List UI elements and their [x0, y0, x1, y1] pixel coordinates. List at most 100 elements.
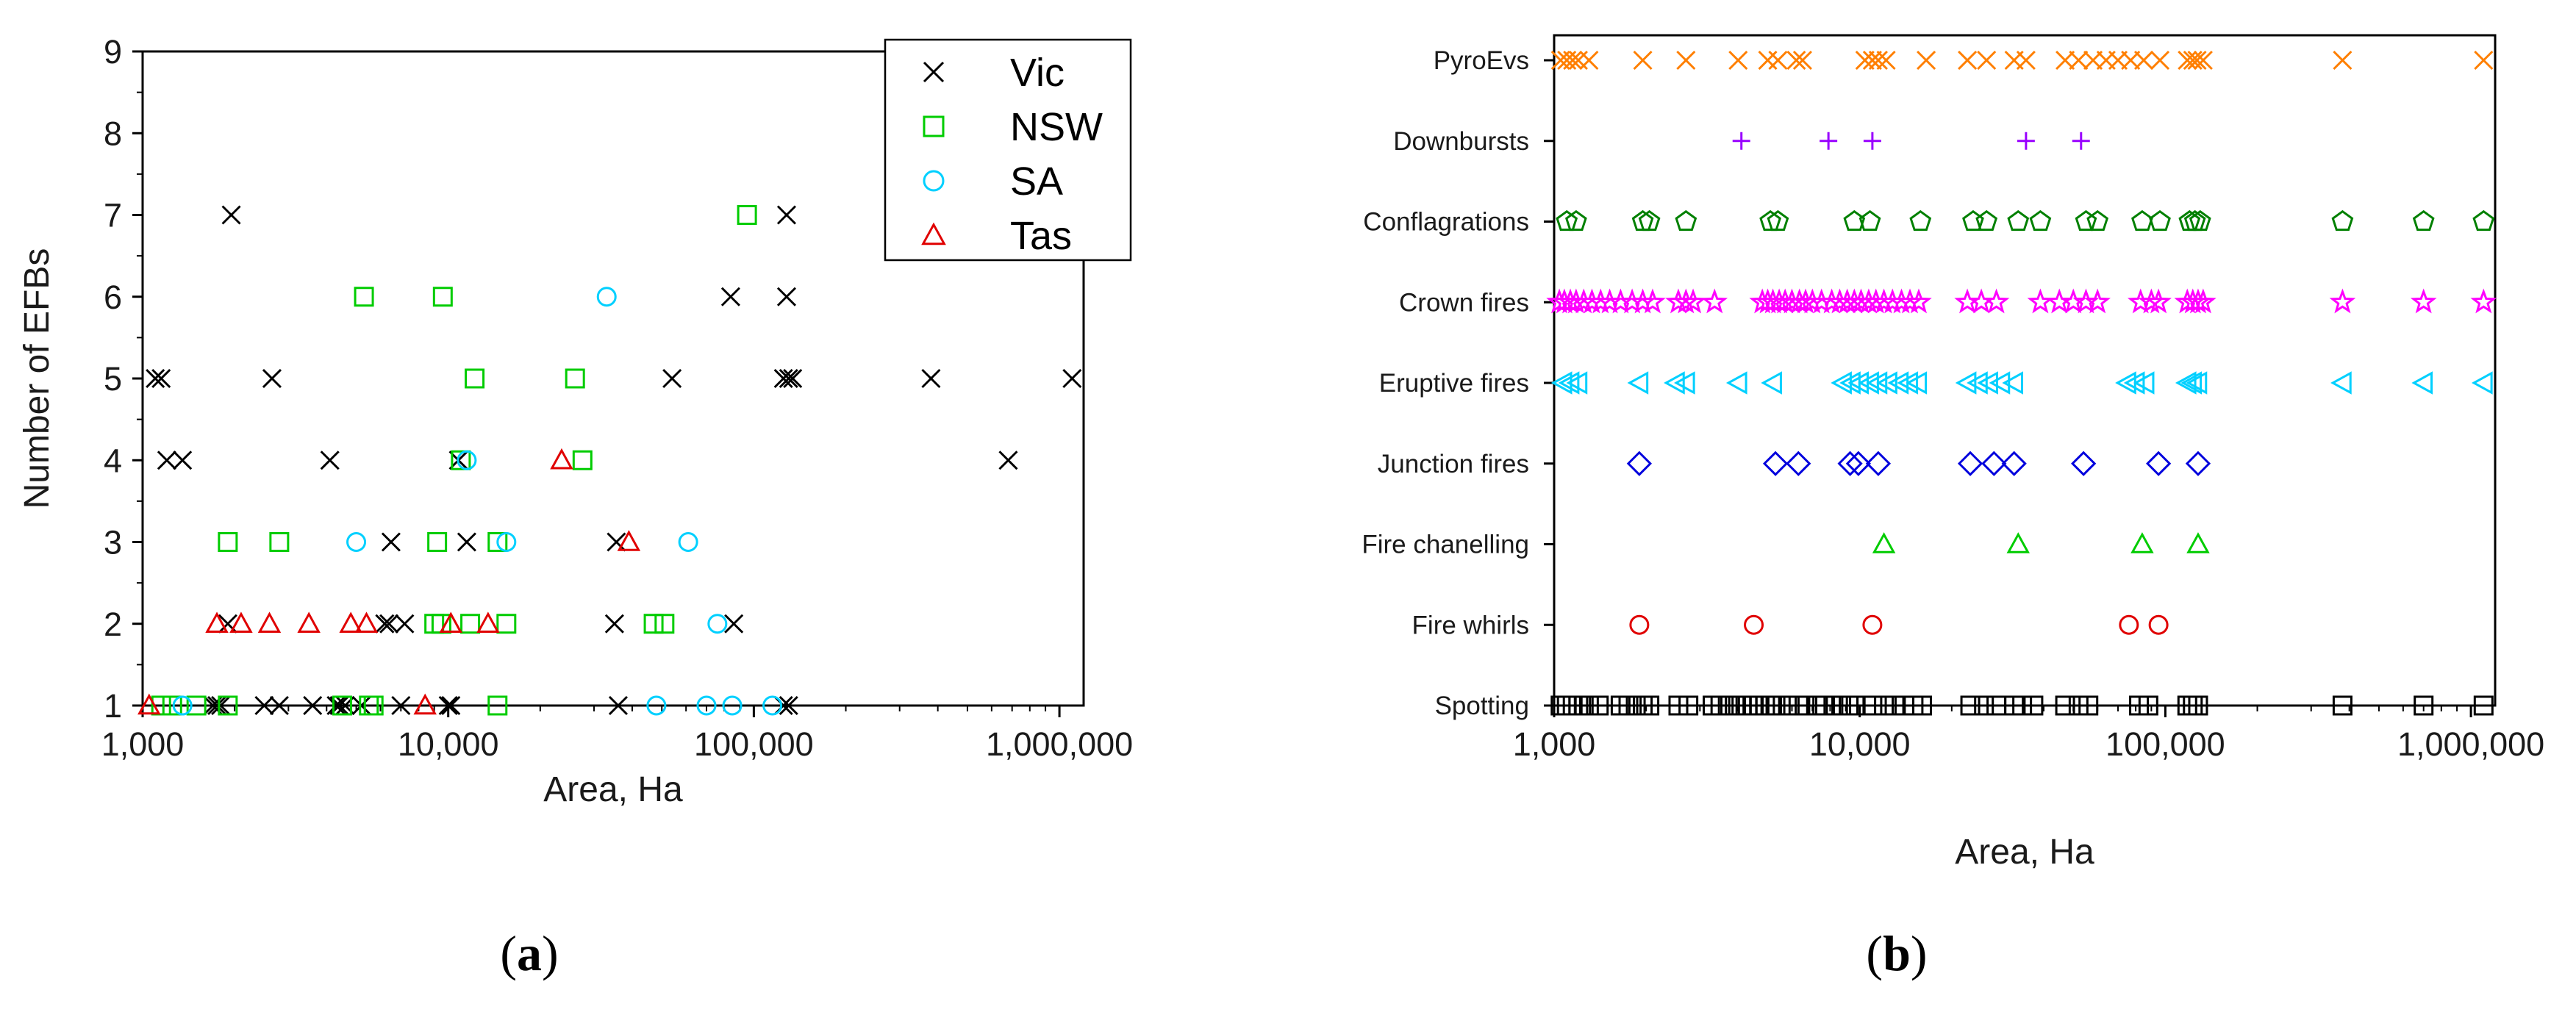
point-spotting [1862, 695, 1883, 716]
point-eruptive-fires [1866, 371, 1888, 395]
point-conflagrations [2412, 209, 2435, 232]
point-nsw [451, 450, 471, 470]
panel-a-x-axis-label: Area, Ha [543, 770, 683, 809]
x-tick-label: 100,000 [694, 725, 814, 763]
point-nsw [654, 614, 675, 634]
point-spotting [2473, 695, 2494, 716]
point-tas [439, 611, 463, 634]
panel-a-caption: (a) [500, 925, 558, 981]
point-junction-fires [2001, 451, 2027, 476]
point-nsw [465, 368, 485, 389]
point-vic [351, 695, 371, 716]
panel-b-caption-open: ( [1866, 925, 1883, 981]
point-crown-fires [1587, 288, 1614, 314]
category-label: Junction fires [1378, 450, 1529, 478]
point-spotting [2188, 695, 2208, 716]
point-pyroevs [1868, 50, 1888, 71]
point-sa [596, 287, 617, 307]
point-sa [722, 695, 743, 716]
point-fire-whirls [2119, 614, 2139, 635]
point-conflagrations [2149, 209, 2171, 232]
point-vic [779, 695, 798, 716]
point-crown-fires [1906, 288, 1932, 314]
point-vic [157, 451, 176, 470]
panel-a-legend: Vic NSW SA Tas [884, 38, 1132, 262]
point-vic [779, 368, 798, 389]
panel-b-plot-frame [1553, 34, 2497, 707]
point-pyroevs [1917, 50, 1936, 71]
point-downbursts [1820, 132, 1838, 150]
point-fire-whirls [1629, 614, 1650, 635]
panel-b-caption-letter: b [1883, 925, 1911, 981]
point-eruptive-fires [1955, 371, 1977, 395]
point-junction-fires [2185, 451, 2211, 476]
point-vic [262, 368, 282, 389]
point-vic [320, 451, 340, 470]
panel-a-x-ticks: 1,000 10,000 100,000 1,000,000 [101, 706, 1133, 763]
point-eruptive-fires [2180, 371, 2203, 395]
category-label: Fire chanelling [1362, 531, 1529, 559]
point-nsw [496, 614, 517, 634]
point-eruptive-fires [1897, 371, 1919, 395]
point-crown-fires [2470, 288, 2497, 314]
point-nsw [151, 695, 171, 716]
point-conflagrations [1556, 209, 1578, 232]
point-conflagrations [1975, 209, 1998, 232]
category-label: Downbursts [1393, 127, 1529, 156]
legend-marker-vic [923, 61, 945, 83]
point-nsw [269, 532, 290, 552]
point-downbursts [1732, 132, 1750, 150]
point-conflagrations [2075, 209, 2097, 232]
point-vic [395, 614, 415, 634]
point-sa [678, 532, 698, 552]
point-nsw [572, 450, 593, 470]
point-vic [211, 695, 231, 716]
point-fire-chanelling [2130, 532, 2154, 553]
point-vic [303, 695, 323, 716]
point-vic [724, 614, 744, 634]
point-vic [151, 368, 171, 389]
point-vic [776, 205, 797, 225]
point-vic [662, 368, 682, 389]
point-nsw [737, 205, 757, 225]
category-label: Eruptive fires [1379, 369, 1529, 398]
point-pyroevs [1876, 50, 1896, 71]
x-tick-label: 1,000 [101, 725, 185, 763]
point-conflagrations [2007, 209, 2030, 232]
point-eruptive-fires [2411, 371, 2433, 395]
point-pyroevs [2474, 50, 2494, 71]
point-eruptive-fires [1627, 371, 1649, 395]
point-conflagrations [2331, 209, 2354, 232]
point-tas [354, 611, 379, 634]
panel-b-markers [1546, 50, 2497, 716]
point-conflagrations [1759, 209, 1782, 232]
point-nsw [218, 532, 238, 552]
category-label: Crown fires [1399, 288, 1529, 317]
point-conflagrations [1767, 209, 1789, 232]
legend-label-sa: SA [1010, 159, 1063, 204]
legend-marker-nsw [923, 115, 945, 137]
point-vic [438, 695, 458, 716]
point-pyroevs [2187, 50, 2207, 71]
point-conflagrations [2472, 209, 2495, 232]
point-junction-fires [1957, 451, 1983, 476]
series-conflagrations [1556, 209, 2495, 232]
point-downbursts [2072, 132, 2090, 150]
series-downbursts [1732, 132, 2090, 150]
point-pyroevs [2150, 50, 2170, 71]
panel-a-caption-letter: a [517, 925, 542, 981]
legend-marker-tas [921, 222, 946, 245]
category-label: PyroEvs [1434, 46, 1529, 75]
series-fire-whirls [1629, 614, 2169, 635]
point-vic [207, 695, 227, 716]
point-vic [441, 695, 461, 716]
point-crown-fires [2084, 288, 2111, 314]
point-vic [776, 287, 797, 306]
point-crown-fires [2138, 288, 2165, 314]
point-tas [205, 611, 229, 634]
point-pyroevs [1728, 50, 1748, 71]
series-tas [137, 448, 641, 715]
y-tick-label: 7 [104, 197, 122, 234]
point-tas [550, 448, 573, 470]
panel-a-y-axis-label: Number of EFBs [18, 248, 57, 509]
